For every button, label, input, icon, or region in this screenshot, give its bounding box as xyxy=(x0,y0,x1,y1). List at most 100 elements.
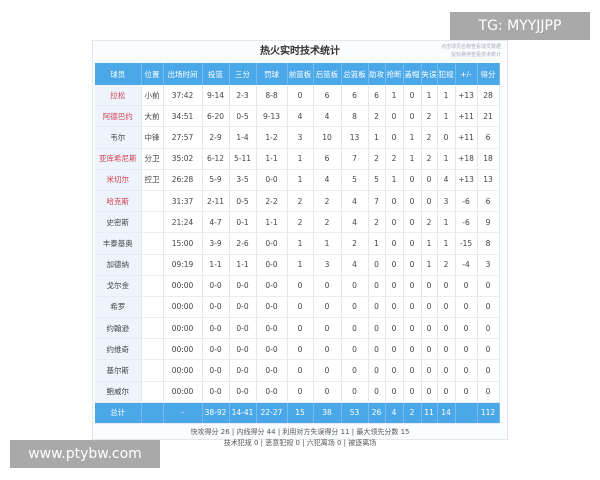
player-name-link[interactable]: 鲍威尔 xyxy=(95,381,142,403)
total-cell: 14-41 xyxy=(229,402,257,424)
table-row: 丰泰基奥 15:00 3-9 2-6 0-0 1 1 2 1 0 0 1 1 -15 8 xyxy=(95,232,500,255)
stat-cell: 0 xyxy=(368,317,386,340)
player-name-link[interactable]: 拉松 xyxy=(95,85,142,107)
stat-cell: 0 xyxy=(385,359,404,382)
stat-cell: 0-0 xyxy=(202,317,230,340)
table-row: 哈克斯 31:37 2-11 0-5 2-2 2 2 4 7 0 0 0 3 -6 6 xyxy=(95,190,500,213)
stat-cell: 0 xyxy=(341,359,369,382)
watermark-top: TG: MYYJJPP xyxy=(450,12,590,40)
stat-cell: 1 xyxy=(421,232,438,255)
stat-cell: 2 xyxy=(313,190,342,213)
player-name-link[interactable]: 亚库希尼斯 xyxy=(95,148,142,170)
stat-cell: 4 xyxy=(437,169,456,191)
stat-cell: 4 xyxy=(341,211,369,234)
stat-cell: 0 xyxy=(477,338,500,361)
stat-cell: 1 xyxy=(287,232,314,255)
stat-cell: 8-8 xyxy=(256,85,288,107)
stat-cell: -6 xyxy=(455,190,478,213)
stat-cell: 4 xyxy=(313,105,342,128)
stat-cell: 4 xyxy=(341,254,369,276)
stat-cell: 0 xyxy=(455,381,478,403)
stat-cell xyxy=(141,275,164,297)
stat-cell: 0 xyxy=(313,296,342,319)
stat-cell: 7 xyxy=(368,190,386,213)
stat-cell: 0 xyxy=(287,359,314,382)
stat-cell: 0 xyxy=(368,338,386,361)
table-row: 戈尔金 00:00 0-0 0-0 0-0 0 0 0 0 0 0 0 0 0 0 xyxy=(95,275,500,297)
stat-cell xyxy=(141,359,164,382)
stat-cell: 0 xyxy=(421,317,438,340)
stat-cell: 0 xyxy=(313,275,342,297)
total-cell xyxy=(455,402,478,424)
stat-cell: 0 xyxy=(341,296,369,319)
hint-line: 点击球员名称查看球员数据 xyxy=(440,44,501,50)
stat-cell: 0 xyxy=(385,105,404,128)
stat-cell: 1-1 xyxy=(229,254,257,276)
stat-cell: 0-0 xyxy=(229,317,257,340)
stat-cell: 0 xyxy=(313,317,342,340)
stat-cell: 0 xyxy=(437,275,456,297)
stat-cell: 0 xyxy=(341,275,369,297)
total-cell: 53 xyxy=(341,402,369,424)
player-name-link[interactable]: 约翰逊 xyxy=(95,317,142,340)
player-name-link[interactable]: 加德纳 xyxy=(95,254,142,276)
summary-line-2: 技术犯规 0 | 恶意犯规 0 | 六犯离场 0 | 被逐离场 xyxy=(223,438,377,447)
stat-cell: +11 xyxy=(455,126,478,149)
stat-cell: 3-9 xyxy=(202,232,230,255)
stat-cell: 2 xyxy=(421,105,438,128)
player-name-link[interactable]: 韦尔 xyxy=(95,126,142,149)
hint-text: 点击球员名称查看球员数据 鼠标悬停查看技术统计 xyxy=(441,43,501,59)
total-cell: 11 xyxy=(421,402,438,424)
player-name-link[interactable]: 希罗 xyxy=(95,296,142,319)
stat-cell: 0 xyxy=(385,232,404,255)
stat-cell: 0 xyxy=(287,275,314,297)
stat-cell xyxy=(141,211,164,234)
player-name-link[interactable]: 哈克斯 xyxy=(95,190,142,213)
stat-cell: 0 xyxy=(437,296,456,319)
stat-cell: 2 xyxy=(421,126,438,149)
stat-cell: 1-1 xyxy=(256,148,288,170)
stat-cell: 1 xyxy=(385,169,404,191)
stat-cell: 0 xyxy=(287,338,314,361)
stat-cell: 3 xyxy=(313,254,342,276)
stat-cell: 37:42 xyxy=(163,85,203,107)
stat-cell: 0 xyxy=(287,317,314,340)
stat-cell: 0 xyxy=(368,275,386,297)
player-name-link[interactable]: 约维奇 xyxy=(95,338,142,361)
stat-cell: 1 xyxy=(287,254,314,276)
stat-cell: 0-0 xyxy=(202,296,230,319)
watermark-bottom: www.ptybw.com xyxy=(10,440,160,468)
stat-cell: 09:19 xyxy=(163,254,203,276)
stat-cell: 0-5 xyxy=(229,190,257,213)
stat-cell: 0-1 xyxy=(229,211,257,234)
player-name-link[interactable]: 阿德巴约 xyxy=(95,105,142,128)
stat-cell: 1 xyxy=(437,85,456,107)
header-row: 球员 位置 出场时间 投篮 三分 罚球 前篮板 后篮板 总篮板 助攻 抢断 盖帽 失误 犯规 +/- 得分 xyxy=(95,63,500,85)
stat-cell: 1 xyxy=(403,126,422,149)
player-name-link[interactable]: 史密斯 xyxy=(95,211,142,234)
stat-cell: 26:28 xyxy=(163,169,203,191)
stat-cell xyxy=(141,296,164,319)
stat-cell: 0 xyxy=(368,381,386,403)
player-name-link[interactable]: 丰泰基奥 xyxy=(95,232,142,255)
stat-cell: 0 xyxy=(368,296,386,319)
player-name-link[interactable]: 戈尔金 xyxy=(95,275,142,297)
stat-cell: 0 xyxy=(421,169,438,191)
column-header: 失误 xyxy=(421,63,438,85)
stat-cell: 0-0 xyxy=(229,381,257,403)
player-name-link[interactable]: 基尔斯 xyxy=(95,359,142,382)
stat-cell: 2 xyxy=(385,148,404,170)
stat-cell: 0-0 xyxy=(202,381,230,403)
stat-cell xyxy=(141,254,164,276)
stats-table: 球员 位置 出场时间 投篮 三分 罚球 前篮板 后篮板 总篮板 助攻 抢断 盖帽 失误 犯规 +/- 得分 拉… xyxy=(95,63,500,424)
table-row: 加德纳 09:19 1-1 1-1 0-0 1 3 4 0 0 0 1 2 -4 3 xyxy=(95,254,500,276)
stat-cell: 3 xyxy=(287,126,314,149)
table-row: 阿德巴约 大前 34:51 6-20 0-5 9-13 4 4 8 2 0 0 2 1 +11 21 xyxy=(95,105,500,128)
stat-cell: 0-0 xyxy=(256,275,288,297)
table-row: 希罗 00:00 0-0 0-0 0-0 0 0 0 0 0 0 0 0 0 0 xyxy=(95,296,500,319)
table-row: 基尔斯 00:00 0-0 0-0 0-0 0 0 0 0 0 0 0 0 0 0 xyxy=(95,359,500,382)
stat-cell: 21 xyxy=(477,105,500,128)
player-name-link[interactable]: 米切尔 xyxy=(95,169,142,191)
stat-cell: 1 xyxy=(287,148,314,170)
table-row: 拉松 小前 37:42 9-14 2-3 8-8 0 6 6 6 1 0 1 1 +13 28 xyxy=(95,85,500,107)
